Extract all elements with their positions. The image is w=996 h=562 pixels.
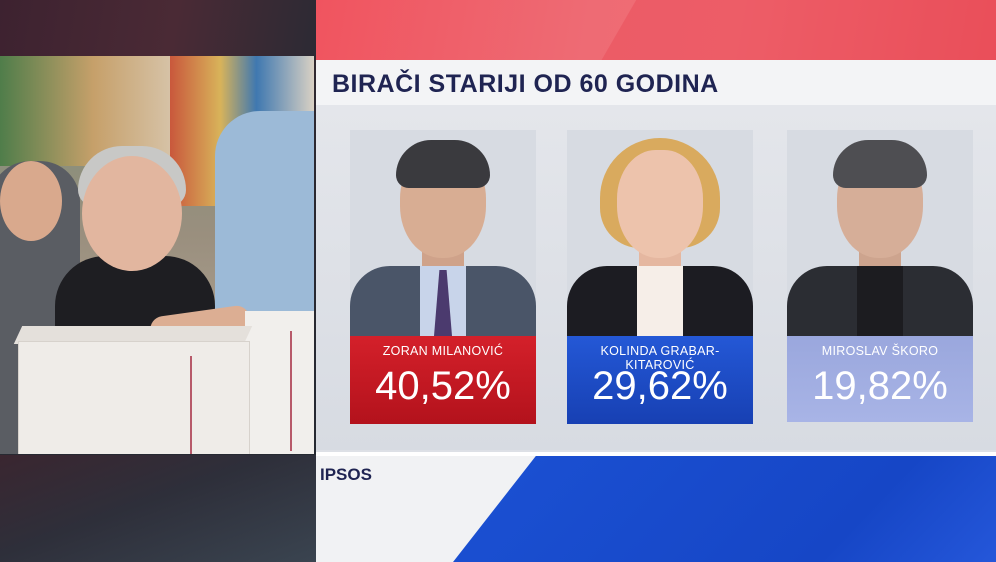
candidate-name: ZORAN MILANOVIĆ xyxy=(382,344,504,358)
result-box: ZORAN MILANOVIĆ 40,52% xyxy=(350,336,536,424)
portrait-hair xyxy=(833,140,927,188)
photo-ballot-box xyxy=(18,341,250,454)
candidate-percent: 40,52% xyxy=(375,364,511,408)
left-bottom-stripe xyxy=(0,455,316,562)
candidate-name: MIROSLAV ŠKORO xyxy=(821,344,939,358)
photo-person-left-head xyxy=(0,161,62,241)
candidate-portrait xyxy=(787,130,973,336)
candidate-card-grabar-kitarovic: KOLINDA GRABAR-KITAROVIĆ 29,62% xyxy=(567,130,753,425)
portrait-face xyxy=(617,150,703,258)
candidate-card-milanovic: ZORAN MILANOVIĆ 40,52% xyxy=(350,130,536,425)
result-box: KOLINDA GRABAR-KITAROVIĆ 29,62% xyxy=(567,336,753,424)
bottom-bar: IPSOS xyxy=(316,452,996,562)
photo-ballot-box-right xyxy=(245,311,314,454)
bottom-separator xyxy=(316,452,996,456)
portrait-shirt xyxy=(637,266,683,336)
source-label: IPSOS xyxy=(320,465,372,484)
candidate-portrait xyxy=(567,130,753,336)
bottom-blue-stripe xyxy=(453,452,996,562)
result-box: MIROSLAV ŠKORO 19,82% xyxy=(787,336,973,422)
portrait-tie xyxy=(434,270,452,336)
left-top-stripe xyxy=(0,0,316,56)
portrait-shirt xyxy=(857,266,903,336)
results-panel: BIRAČI STARIJI OD 60 GODINA ZORAN MILANO… xyxy=(316,0,996,562)
candidate-card-skoro: MIROSLAV ŠKORO 19,82% xyxy=(787,130,973,425)
top-red-stripe xyxy=(316,0,996,90)
voting-photo xyxy=(0,56,314,454)
candidate-name: KOLINDA GRABAR-KITAROVIĆ xyxy=(600,344,720,372)
photo-voter-head xyxy=(82,156,182,271)
title-bar: BIRAČI STARIJI OD 60 GODINA xyxy=(316,60,996,105)
candidate-percent: 19,82% xyxy=(812,364,948,408)
portrait-hair xyxy=(396,140,490,188)
candidate-percent: 29,62% xyxy=(592,364,728,408)
photo-ballot-string xyxy=(290,331,292,451)
candidate-portrait xyxy=(350,130,536,336)
photo-ballot-string xyxy=(190,356,192,454)
page-title: BIRAČI STARIJI OD 60 GODINA xyxy=(332,70,719,98)
